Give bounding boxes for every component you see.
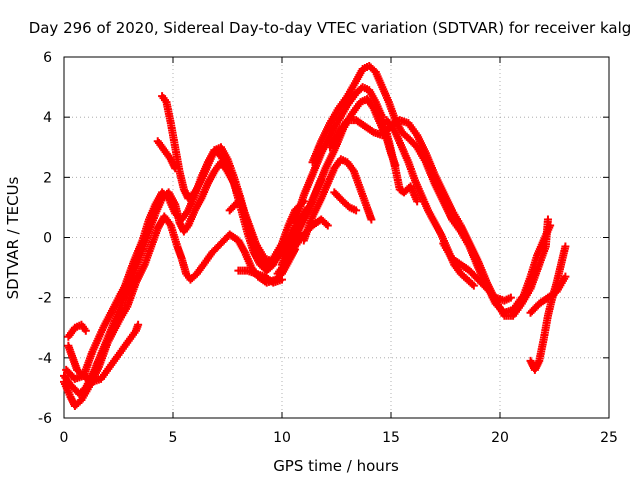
x-tick-label: 15 — [382, 430, 400, 446]
y-tick-label: 0 — [43, 231, 52, 247]
series-pass-G — [153, 137, 180, 173]
y-axis-label: SDTVAR / TECUs — [4, 176, 22, 299]
series-pass-T — [526, 272, 570, 317]
tick-labels: 0 5 10 15 20 25 -6 -4 -2 0 2 4 6 — [38, 50, 618, 446]
series-pass-P — [330, 188, 361, 215]
data-point — [171, 164, 180, 173]
series-pass-O — [299, 155, 376, 245]
series-pass-U — [513, 221, 555, 314]
data-point — [561, 242, 570, 251]
series-pass-N — [325, 116, 552, 320]
x-tick-label: 25 — [600, 430, 618, 446]
y-tick-label: -4 — [38, 351, 52, 367]
data-point — [278, 275, 286, 284]
data-point — [469, 281, 478, 290]
series-pass-I — [234, 266, 286, 287]
series-pass-H — [225, 197, 243, 215]
data-point — [134, 320, 143, 329]
y-tick-label: -2 — [38, 291, 52, 307]
data-point — [352, 206, 361, 215]
plot-frame — [63, 56, 610, 419]
data-point — [546, 221, 555, 230]
y-tick-label: 6 — [43, 50, 52, 66]
x-tick-label: 0 — [60, 430, 69, 446]
data-point — [323, 221, 332, 230]
data-point — [543, 215, 552, 224]
series-pass-D — [64, 320, 90, 341]
data-point — [561, 272, 570, 281]
x-tick-label: 20 — [491, 430, 509, 446]
x-tick-label: 5 — [169, 430, 178, 446]
series-pass-F — [158, 92, 308, 269]
y-tick-label: 4 — [43, 110, 52, 126]
chart-title: Day 296 of 2020, Sidereal Day-to-day VTE… — [29, 19, 632, 37]
series-pass-E — [64, 320, 143, 386]
data-point — [367, 215, 376, 224]
data-point — [234, 197, 243, 206]
x-axis-label: GPS time / hours — [273, 457, 399, 475]
x-tick-label: 10 — [273, 430, 291, 446]
series-pass-L — [291, 83, 422, 227]
data-point — [413, 197, 422, 206]
data-series — [60, 62, 570, 410]
series-pass-R — [439, 239, 515, 305]
data-point — [81, 326, 90, 335]
y-tick-label: -6 — [38, 411, 52, 427]
data-point — [506, 293, 515, 302]
y-tick-label: 2 — [43, 170, 52, 186]
